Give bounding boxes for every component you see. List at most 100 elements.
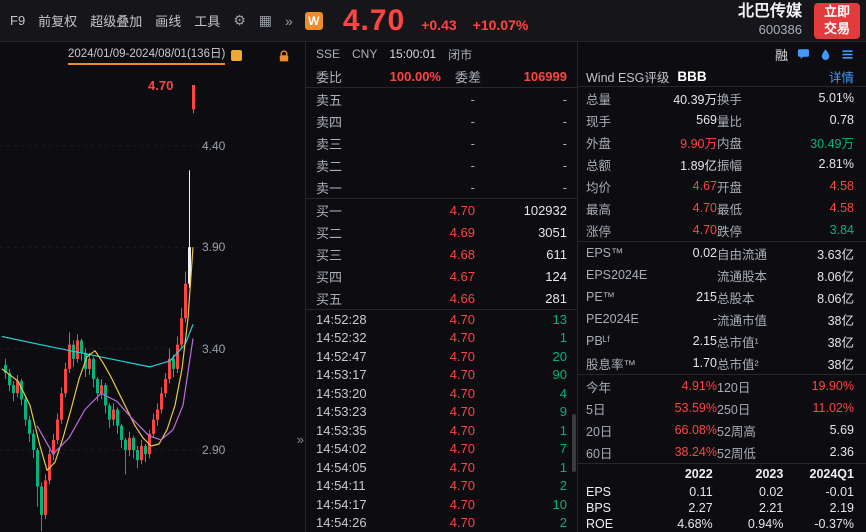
price-change: +0.43 bbox=[421, 16, 457, 33]
stat-row: 涨停 4.70 跌停 3.84 bbox=[578, 219, 866, 241]
tick-time: 14:54:17 bbox=[316, 496, 367, 512]
stat-label: 20日 bbox=[586, 424, 613, 439]
tick-volume: 2 bbox=[559, 515, 567, 531]
stat-label: PE2024E bbox=[586, 312, 639, 326]
stat-value: 4.58 bbox=[829, 179, 854, 193]
tick-price: 4.70 bbox=[449, 311, 475, 327]
bid-row-1[interactable]: 买一 4.70 102932 bbox=[306, 199, 577, 221]
tick-time: 14:54:02 bbox=[316, 441, 367, 457]
tick-volume: 20 bbox=[552, 348, 567, 364]
weicha-label: 委差 bbox=[454, 70, 481, 85]
bid-row-3[interactable]: 买三 4.68 611 bbox=[306, 243, 577, 265]
momentum-group: 今年 4.91% 120日 19.90% 5日 53.59% 250日 11.02% 20日… bbox=[578, 374, 866, 463]
lock-icon[interactable] bbox=[278, 50, 290, 68]
stat-value: 5.01% bbox=[818, 91, 854, 105]
bid-price: 4.67 bbox=[449, 268, 475, 284]
stat-value: 569 bbox=[696, 113, 717, 127]
tick-price: 4.70 bbox=[449, 496, 475, 512]
stat-row: 现手 569 量比 0.78 bbox=[578, 109, 866, 131]
stat-value: 1.89亿 bbox=[680, 158, 717, 173]
ask-price: - bbox=[470, 179, 475, 195]
stat-label: 量比 bbox=[717, 114, 743, 129]
bid-row-4[interactable]: 买四 4.67 124 bbox=[306, 265, 577, 287]
bid-price: 4.68 bbox=[449, 246, 475, 262]
trade-now-button[interactable]: 立即 交易 bbox=[814, 2, 860, 39]
fin-col-header: 2023 bbox=[755, 467, 784, 481]
bid-row-5[interactable]: 买五 4.66 281 bbox=[306, 287, 577, 309]
weicha-value: 106999 bbox=[523, 69, 567, 84]
ask-row-4[interactable]: 卖四 - - bbox=[306, 110, 577, 132]
stat-row: 今年 4.91% 120日 19.90% bbox=[578, 375, 866, 397]
quote-price-block: 4.70 +0.43 +10.07% bbox=[343, 4, 529, 38]
stock-flags-row: 融 bbox=[578, 42, 866, 66]
more-chevron-icon[interactable]: » bbox=[285, 12, 293, 29]
tick-row: 14:53:17 4.70 90 bbox=[306, 366, 577, 385]
stat-row: 60日 38.24% 52周低 2.36 bbox=[578, 441, 866, 463]
range-tool-icon[interactable] bbox=[231, 49, 243, 61]
fin-value: 2.21 bbox=[758, 501, 784, 515]
session-time: 15:00:01 bbox=[389, 47, 437, 61]
fin-row-roe: ROE 4.68% 0.94% -0.37% bbox=[578, 516, 866, 532]
axis-tick-label: 4.40 bbox=[202, 138, 226, 153]
stat-value: 0.02 bbox=[692, 246, 717, 260]
fin-value: 0.94% bbox=[747, 517, 784, 531]
bid-price: 4.70 bbox=[449, 202, 475, 218]
layout-grid-icon[interactable]: ▦ bbox=[258, 12, 273, 28]
toolbar-item-overlay[interactable]: 超级叠加 bbox=[90, 14, 143, 29]
toolbar-item-tools[interactable]: 工具 bbox=[194, 14, 221, 29]
candlestick-chart[interactable] bbox=[0, 42, 306, 532]
ask-row-2[interactable]: 卖二 - - bbox=[306, 154, 577, 176]
margin-trading-flag[interactable]: 融 bbox=[774, 47, 788, 63]
stat-label: EPS™ bbox=[586, 246, 624, 260]
ask-label: 卖一 bbox=[316, 180, 343, 196]
menu-icon[interactable] bbox=[841, 48, 854, 61]
toolbar-item-adjust[interactable]: 前复权 bbox=[38, 14, 78, 29]
stat-label: 120日 bbox=[717, 380, 751, 395]
stat-value: 38亿 bbox=[827, 335, 854, 350]
ask-row-3[interactable]: 卖三 - - bbox=[306, 132, 577, 154]
alert-icon[interactable] bbox=[819, 48, 832, 61]
scrollbar-thumb[interactable] bbox=[572, 414, 576, 472]
bid-levels: 买一 4.70 102932 买二 4.69 3051 买三 4.68 611 买四 4.67… bbox=[306, 199, 577, 310]
esg-rating-value: BBB bbox=[677, 68, 707, 84]
tick-time: 14:52:47 bbox=[316, 348, 367, 364]
top-bar: F9 前复权 超级叠加 画线 工具 ⚙ ▦ » W 4.70 +0.43 +10… bbox=[0, 0, 866, 42]
tick-time: 14:53:23 bbox=[316, 404, 367, 420]
tick-volume: 2 bbox=[559, 478, 567, 494]
expand-panel-button[interactable]: » bbox=[296, 432, 304, 447]
tick-price: 4.70 bbox=[449, 459, 475, 475]
quote-stats-group: 总量 40.39万 换手 5.01% 现手 569 量比 0.78 外盘 9.90万 内盘 30.… bbox=[578, 87, 866, 241]
tick-volume: 90 bbox=[552, 367, 567, 383]
stat-label: 250日 bbox=[717, 402, 751, 417]
fin-row-label: EPS bbox=[586, 485, 612, 499]
ask-row-1[interactable]: 卖一 - - bbox=[306, 176, 577, 198]
stat-label: 5日 bbox=[586, 402, 606, 417]
wind-logo-icon[interactable]: W bbox=[304, 11, 323, 30]
stat-value: 38亿 bbox=[827, 357, 854, 372]
stat-label: 流通市值 bbox=[717, 313, 768, 328]
ask-row-5[interactable]: 卖五 - - bbox=[306, 88, 577, 110]
stat-label: 52周高 bbox=[717, 424, 756, 439]
stat-label: 总额 bbox=[586, 158, 612, 173]
toolbar-item-drawline[interactable]: 画线 bbox=[155, 14, 182, 29]
gear-icon[interactable]: ⚙ bbox=[233, 12, 246, 28]
tick-time: 14:54:05 bbox=[316, 459, 367, 475]
date-range-selector[interactable]: 2024/01/09-2024/08/01(136日) bbox=[68, 45, 243, 65]
tick-time: 14:52:32 bbox=[316, 330, 367, 346]
bid-label: 买五 bbox=[316, 291, 343, 307]
bid-volume: 102932 bbox=[523, 202, 567, 218]
ask-price: - bbox=[470, 91, 475, 107]
comment-icon[interactable] bbox=[797, 48, 810, 61]
stat-value: 8.06亿 bbox=[817, 269, 854, 284]
bid-label: 买三 bbox=[316, 247, 343, 263]
stat-value: 11.02% bbox=[812, 401, 854, 415]
kline-chart-pane: 2024/01/09-2024/08/01(136日) 4.70 4.40 3.9… bbox=[0, 42, 306, 532]
bid-row-2[interactable]: 买二 4.69 3051 bbox=[306, 221, 577, 243]
fin-value: 2.19 bbox=[829, 501, 854, 515]
order-book-pane: SSE CNY 15:00:01 闭市 委比 100.00% 委差 106999… bbox=[306, 42, 578, 532]
stat-row: EPS2024E 流通股本 8.06亿 bbox=[578, 264, 866, 286]
toolbar-item-f9[interactable]: F9 bbox=[10, 13, 26, 28]
detail-link[interactable]: 详情 bbox=[828, 70, 854, 85]
tick-price: 4.70 bbox=[449, 367, 475, 383]
stat-value: 38亿 bbox=[827, 313, 854, 328]
